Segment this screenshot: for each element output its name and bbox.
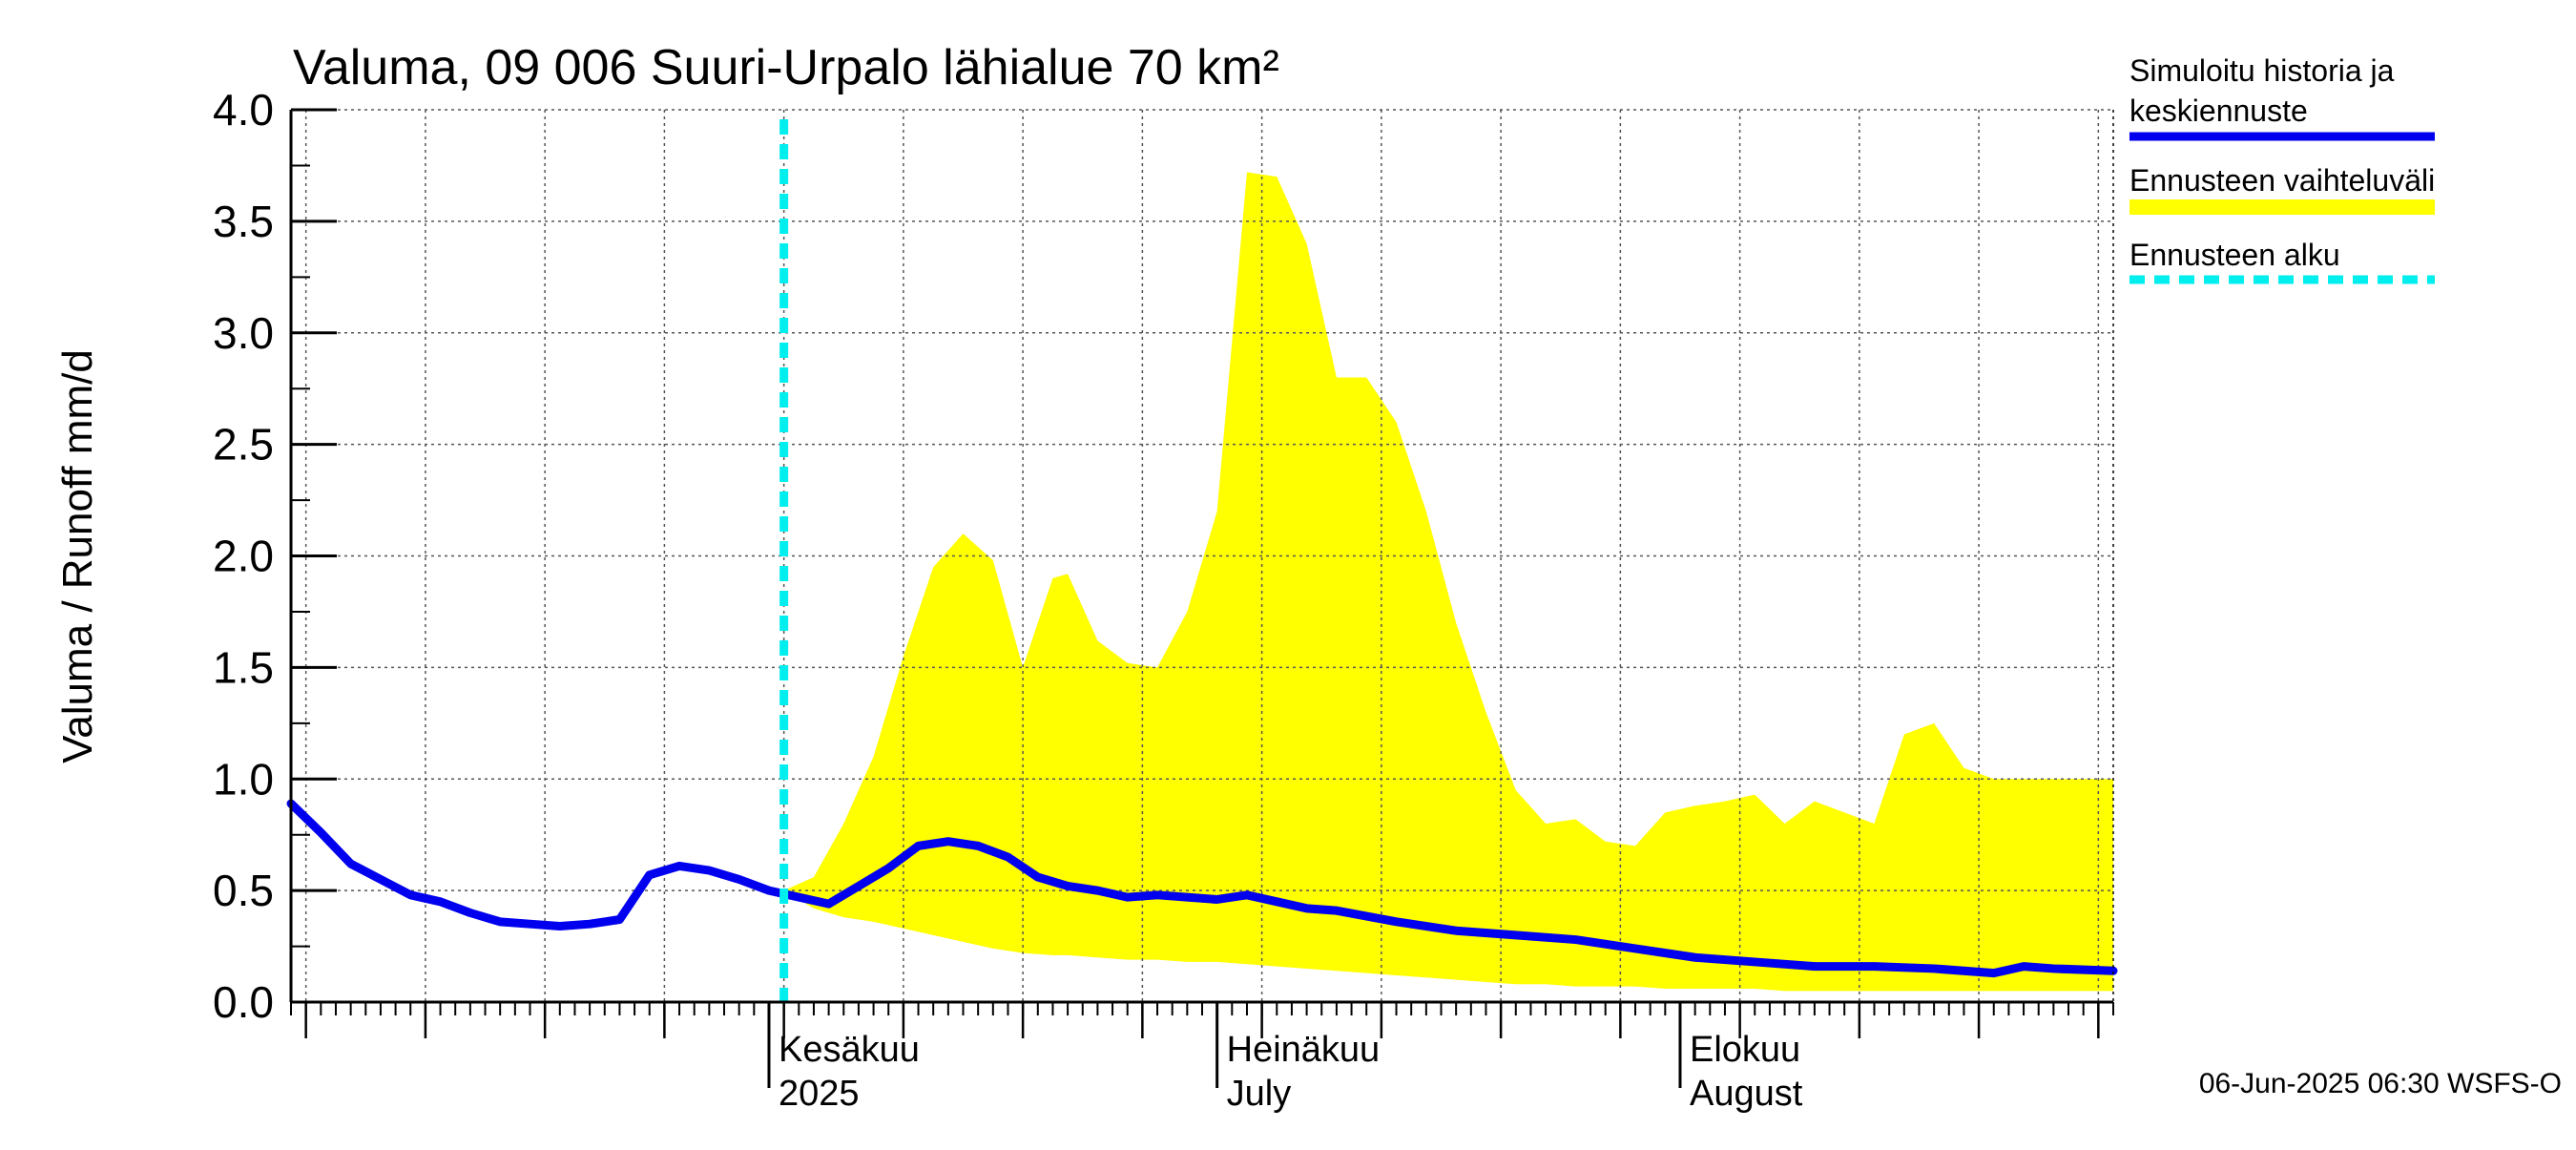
legend-label: keskiennuste (2129, 94, 2308, 128)
month-label-fi: Elokuu (1690, 1030, 1800, 1070)
y-axis-label: Valuma / Runoff mm/d (54, 349, 101, 763)
legend-label: Simuloitu historia ja (2129, 53, 2395, 88)
y-tick-label: 3.0 (213, 308, 274, 358)
month-label-en: August (1690, 1074, 1803, 1114)
y-tick-label: 0.0 (213, 977, 274, 1027)
y-tick-label: 4.0 (213, 85, 274, 135)
y-tick-label: 1.5 (213, 642, 274, 692)
y-tick-label: 0.5 (213, 866, 274, 915)
legend-label: Ennusteen vaihteluväli (2129, 163, 2435, 198)
chart-title: Valuma, 09 006 Suuri-Urpalo lähialue 70 … (293, 40, 1279, 95)
month-label-en: 2025 (779, 1074, 860, 1114)
y-tick-label: 1.0 (213, 754, 274, 804)
forecast-range-band (783, 172, 2113, 992)
footer-timestamp: 06-Jun-2025 06:30 WSFS-O (2199, 1068, 2562, 1099)
simulated-median-line (286, 799, 2118, 978)
legend-label: Ennusteen alku (2129, 238, 2340, 272)
y-tick-label: 2.0 (213, 532, 274, 581)
month-label-en: July (1227, 1074, 1292, 1114)
y-tick-label: 2.5 (213, 420, 274, 470)
y-tick-label: 3.5 (213, 197, 274, 246)
month-label-fi: Heinäkuu (1227, 1030, 1381, 1070)
month-label-fi: Kesäkuu (779, 1030, 920, 1070)
